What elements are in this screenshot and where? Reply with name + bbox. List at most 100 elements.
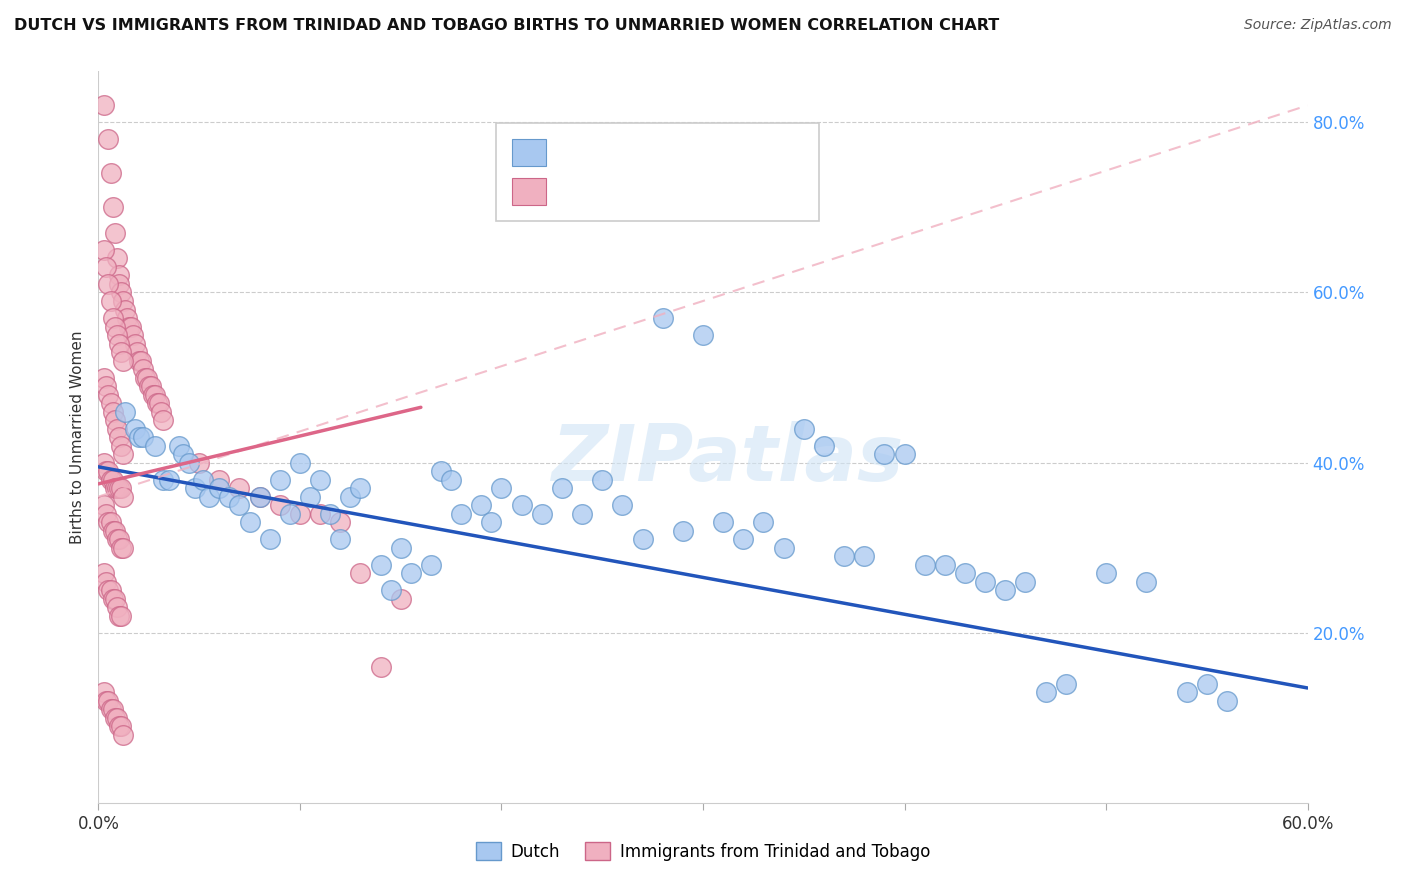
Text: 72: 72 xyxy=(696,144,720,161)
Point xyxy=(115,311,138,326)
Point xyxy=(278,507,301,521)
Text: Source: ZipAtlas.com: Source: ZipAtlas.com xyxy=(1244,18,1392,32)
Point xyxy=(853,549,876,563)
Point xyxy=(96,694,118,708)
Point xyxy=(105,481,128,495)
Point xyxy=(93,456,115,470)
Point xyxy=(110,345,132,359)
Point xyxy=(124,336,146,351)
Point xyxy=(1195,677,1218,691)
Point xyxy=(93,243,115,257)
Point xyxy=(96,260,118,274)
Point xyxy=(107,277,129,291)
Point xyxy=(97,132,120,146)
Point xyxy=(430,464,453,478)
Point xyxy=(121,328,143,343)
Text: -0.458: -0.458 xyxy=(599,144,658,161)
Point xyxy=(105,532,128,546)
Point xyxy=(953,566,976,581)
Point xyxy=(228,498,250,512)
Point xyxy=(1175,685,1198,699)
Point xyxy=(107,532,129,546)
Point xyxy=(491,481,513,495)
Point xyxy=(105,600,128,615)
Point xyxy=(96,464,118,478)
Point xyxy=(329,532,352,546)
Point xyxy=(873,447,896,461)
Point xyxy=(103,481,125,495)
Point xyxy=(97,583,120,598)
Point xyxy=(111,293,134,308)
Point xyxy=(389,591,412,606)
Point xyxy=(631,532,654,546)
Text: ZIPatlas: ZIPatlas xyxy=(551,421,903,497)
Point xyxy=(370,659,392,673)
Point xyxy=(105,328,128,343)
Point xyxy=(143,387,166,401)
Point xyxy=(450,507,472,521)
Point xyxy=(1054,677,1077,691)
Point xyxy=(93,370,115,384)
Point xyxy=(832,549,855,563)
Point xyxy=(101,473,124,487)
Point xyxy=(208,473,231,487)
Point xyxy=(103,711,125,725)
Point xyxy=(100,396,122,410)
Point xyxy=(110,608,132,623)
Point xyxy=(107,719,129,733)
Point xyxy=(299,490,322,504)
Point xyxy=(157,473,180,487)
Point xyxy=(167,439,190,453)
Point xyxy=(93,498,115,512)
Point xyxy=(110,285,132,300)
Point xyxy=(138,379,160,393)
Point xyxy=(1095,566,1118,581)
Point xyxy=(510,498,533,512)
Point xyxy=(129,353,152,368)
Point xyxy=(132,362,155,376)
Point xyxy=(974,574,997,589)
Point xyxy=(100,702,122,716)
Point xyxy=(114,404,136,418)
Point xyxy=(118,319,141,334)
Point xyxy=(651,311,673,326)
Point xyxy=(752,515,775,529)
Point xyxy=(380,583,402,598)
Text: 0.077: 0.077 xyxy=(599,183,651,201)
Point xyxy=(288,456,311,470)
Y-axis label: Births to Unmarried Women: Births to Unmarried Women xyxy=(69,330,84,544)
Point xyxy=(934,558,956,572)
Point xyxy=(103,591,125,606)
Point xyxy=(101,524,124,538)
Point xyxy=(249,490,271,504)
Point xyxy=(733,532,755,546)
Point xyxy=(143,439,166,453)
Text: N =: N = xyxy=(648,183,696,201)
Point xyxy=(111,541,134,555)
Point xyxy=(269,498,291,512)
Point xyxy=(114,302,136,317)
Point xyxy=(711,515,734,529)
Point xyxy=(101,702,124,716)
Point xyxy=(111,490,134,504)
Point xyxy=(914,558,936,572)
Point xyxy=(571,507,593,521)
Point xyxy=(530,507,553,521)
Point xyxy=(111,447,134,461)
Point xyxy=(96,574,118,589)
Point xyxy=(440,473,463,487)
Text: N =: N = xyxy=(648,144,696,161)
Point xyxy=(1135,574,1157,589)
Point xyxy=(101,311,124,326)
Point xyxy=(105,421,128,435)
Point xyxy=(97,464,120,478)
Point xyxy=(172,447,194,461)
Point xyxy=(288,507,311,521)
Point xyxy=(142,387,165,401)
Point xyxy=(97,694,120,708)
Point xyxy=(329,515,352,529)
Point xyxy=(134,370,156,384)
Text: DUTCH VS IMMIGRANTS FROM TRINIDAD AND TOBAGO BIRTHS TO UNMARRIED WOMEN CORRELATI: DUTCH VS IMMIGRANTS FROM TRINIDAD AND TO… xyxy=(14,18,1000,33)
Point xyxy=(146,396,169,410)
Point xyxy=(100,583,122,598)
